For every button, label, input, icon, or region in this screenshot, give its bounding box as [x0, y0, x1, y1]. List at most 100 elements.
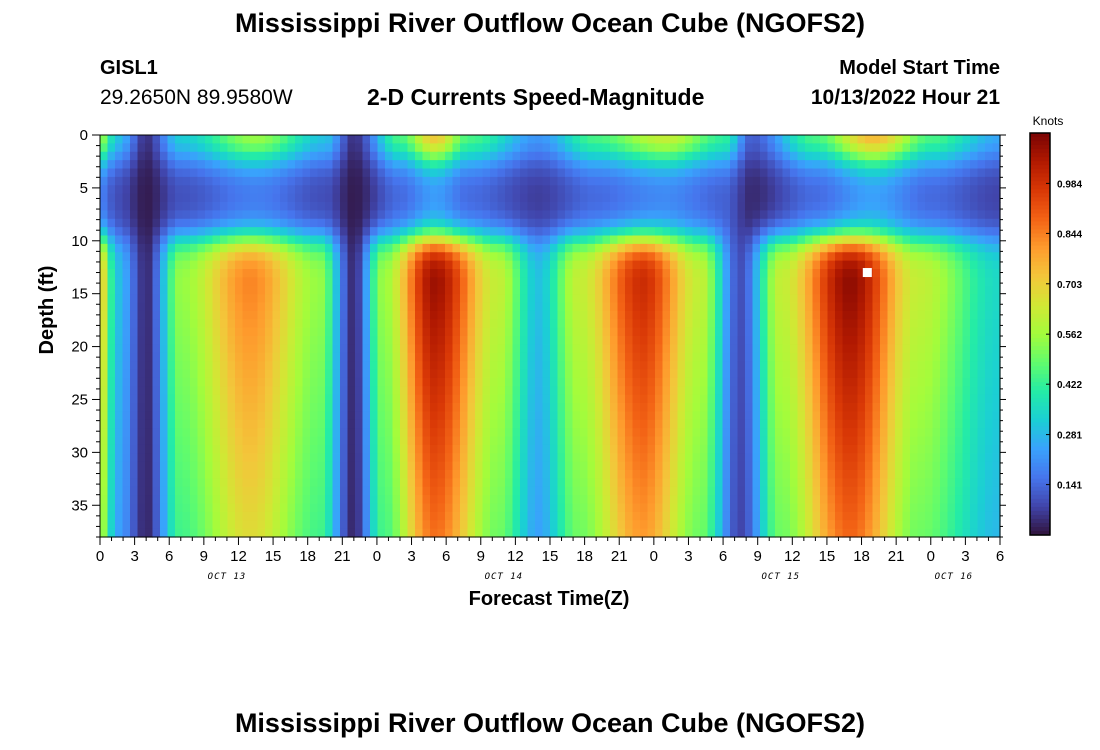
heatmap-cell: [842, 411, 851, 421]
heatmap-cell: [677, 193, 686, 203]
model-start-label: Model Start Time: [839, 57, 1000, 79]
heatmap-cell: [542, 511, 551, 521]
heatmap-cell: [617, 277, 626, 287]
heatmap-cell: [640, 235, 649, 245]
heatmap-cell: [692, 336, 701, 345]
heatmap-cell: [700, 202, 709, 211]
heatmap-cell: [625, 269, 634, 278]
heatmap-cell: [872, 168, 881, 178]
heatmap-cell: [280, 478, 289, 488]
heatmap-cell: [182, 269, 191, 278]
heatmap-cell: [370, 227, 379, 237]
heatmap-cell: [707, 511, 716, 521]
heatmap-cell: [332, 252, 341, 262]
heatmap-cell: [445, 210, 454, 220]
heatmap-cell: [602, 235, 611, 245]
heatmap-cell: [422, 135, 431, 144]
heatmap-cell: [392, 386, 401, 396]
heatmap-cell: [160, 511, 169, 521]
heatmap-cell: [115, 352, 124, 362]
heatmap-cell: [220, 520, 229, 530]
heatmap-cell: [707, 210, 716, 220]
heatmap-cell: [520, 394, 529, 404]
heatmap-cell: [707, 361, 716, 371]
heatmap-cell: [235, 461, 244, 471]
heatmap-cell: [385, 377, 394, 387]
heatmap-cell: [445, 193, 454, 203]
heatmap-cell: [722, 210, 731, 220]
heatmap-cell: [302, 168, 311, 178]
heatmap-cell: [220, 428, 229, 438]
heatmap-cell: [265, 444, 274, 454]
heatmap-cell: [782, 235, 791, 245]
heatmap-cell: [227, 168, 236, 178]
heatmap-cell: [407, 403, 416, 412]
heatmap-cell: [820, 436, 829, 446]
heatmap-cell: [317, 486, 326, 496]
heatmap-cell: [670, 135, 679, 144]
heatmap-cell: [692, 185, 701, 195]
heatmap-cell: [550, 403, 559, 412]
heatmap-cell: [295, 478, 304, 488]
heatmap-cell: [332, 369, 341, 379]
heatmap-cell: [527, 160, 536, 170]
heatmap-cell: [152, 403, 161, 412]
heatmap-cell: [835, 302, 844, 312]
heatmap-cell: [325, 269, 334, 278]
heatmap-cell: [572, 210, 581, 220]
heatmap-cell: [115, 520, 124, 530]
heatmap-cell: [280, 436, 289, 446]
heatmap-cell: [392, 202, 401, 211]
heatmap-cell: [190, 210, 199, 220]
heatmap-cell: [115, 361, 124, 371]
heatmap-cell: [370, 453, 379, 463]
heatmap-cell: [632, 235, 641, 245]
heatmap-cell: [122, 294, 131, 304]
heatmap-cell: [760, 202, 769, 211]
heatmap-cell: [475, 176, 484, 186]
heatmap-cell: [100, 310, 109, 320]
heatmap-cell: [235, 310, 244, 320]
heatmap-cell: [377, 377, 386, 387]
heatmap-cell: [392, 269, 401, 278]
heatmap-cell: [340, 176, 349, 186]
heatmap-cell: [160, 218, 169, 228]
heatmap-cell: [272, 419, 281, 429]
heatmap-cell: [115, 302, 124, 312]
heatmap-cell: [197, 151, 206, 161]
heatmap-cell: [467, 352, 476, 362]
heatmap-cell: [242, 160, 251, 170]
heatmap-cell: [280, 495, 289, 505]
heatmap-cell: [647, 361, 656, 371]
heatmap-cell: [107, 428, 116, 438]
heatmap-cell: [595, 511, 604, 521]
heatmap-cell: [197, 486, 206, 496]
heatmap-cell: [310, 277, 319, 287]
heatmap-cell: [782, 260, 791, 270]
heatmap-cell: [842, 361, 851, 371]
heatmap-cell: [595, 168, 604, 178]
heatmap-cell: [782, 243, 791, 253]
heatmap-cell: [520, 327, 529, 337]
heatmap-cell: [370, 143, 379, 153]
heatmap-cell: [130, 377, 139, 387]
heatmap-cell: [797, 461, 806, 471]
heatmap-cell: [760, 377, 769, 387]
heatmap-cell: [640, 511, 649, 521]
heatmap-cell: [647, 352, 656, 362]
heatmap-cell: [625, 227, 634, 237]
heatmap-cell: [295, 503, 304, 513]
heatmap-cell: [437, 243, 446, 253]
heatmap-cell: [422, 319, 431, 329]
heatmap-cell: [835, 277, 844, 287]
heatmap-cell: [490, 235, 499, 245]
heatmap-cell: [602, 302, 611, 312]
heatmap-cell: [325, 176, 334, 186]
heatmap-cell: [647, 185, 656, 195]
heatmap-cell: [790, 386, 799, 396]
heatmap-cell: [332, 436, 341, 446]
heatmap-cell: [512, 352, 521, 362]
heatmap-cell: [280, 135, 289, 144]
heatmap-cell: [370, 168, 379, 178]
heatmap-cell: [640, 344, 649, 354]
